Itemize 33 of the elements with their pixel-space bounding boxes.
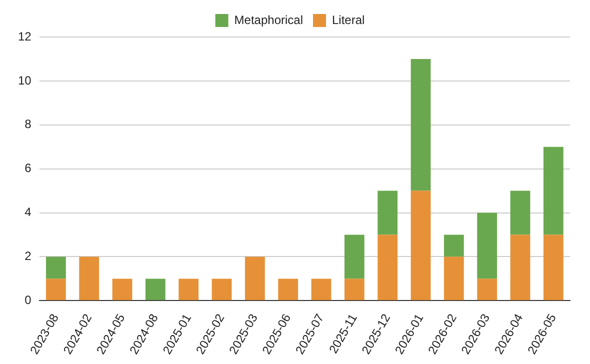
- y-tick-label: 10: [18, 73, 32, 88]
- bar: [543, 234, 564, 300]
- bar: [477, 278, 498, 300]
- bar: [46, 256, 66, 279]
- y-tick-label: 2: [24, 249, 32, 264]
- y-tick-label: 0: [24, 292, 32, 307]
- legend-label: Metaphorical: [234, 12, 304, 27]
- bar: [510, 234, 530, 300]
- legend-label: Literal: [332, 12, 365, 27]
- bar: [378, 190, 398, 235]
- bar: [311, 278, 332, 300]
- bar: [344, 278, 364, 300]
- bar: [477, 212, 498, 279]
- bar: [444, 256, 464, 300]
- y-tick-label: 8: [24, 117, 32, 132]
- bar: [378, 234, 398, 300]
- bar: [79, 256, 100, 300]
- bar: [244, 256, 265, 300]
- bar: [510, 190, 530, 235]
- y-tick-label: 12: [18, 29, 32, 44]
- bar: [145, 278, 166, 300]
- bar: [410, 58, 431, 191]
- bar: [46, 278, 66, 300]
- bar: [444, 234, 464, 257]
- y-tick-label: 6: [24, 161, 32, 176]
- bar: [178, 278, 199, 300]
- bar: [278, 278, 298, 300]
- bar: [112, 278, 132, 300]
- bar: [410, 190, 431, 300]
- y-tick-label: 4: [24, 205, 32, 220]
- bar: [212, 278, 232, 300]
- bar: [543, 146, 564, 235]
- bar: [344, 234, 364, 279]
